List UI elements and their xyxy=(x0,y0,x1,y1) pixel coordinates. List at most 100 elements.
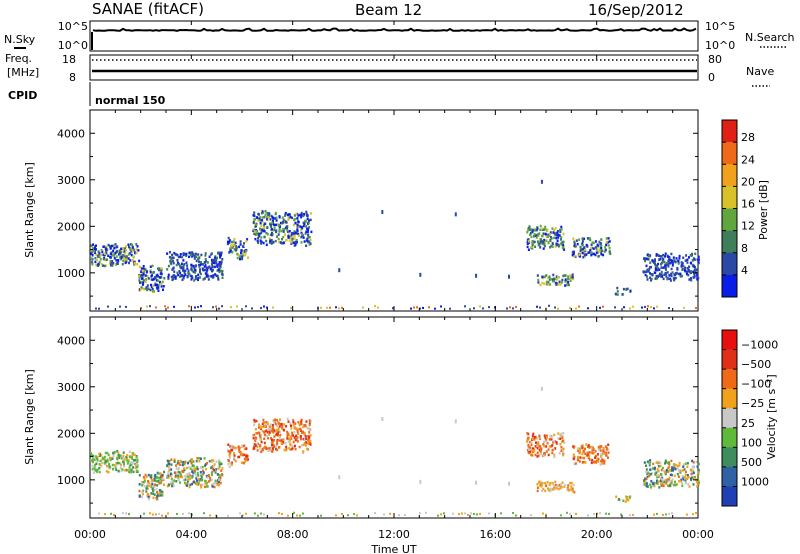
echo-cell xyxy=(583,251,586,254)
echo-cell xyxy=(257,219,260,222)
echo-cell xyxy=(668,274,671,277)
echo-cell xyxy=(167,275,170,279)
echo-cell xyxy=(111,259,114,263)
echo-cell xyxy=(552,483,555,487)
echo-cell xyxy=(142,279,145,282)
echo-cell xyxy=(602,253,605,257)
echo-cell xyxy=(290,234,293,238)
echo-cell xyxy=(176,271,179,275)
colorbar-swatch xyxy=(722,330,737,350)
ground-scatter-cell xyxy=(548,304,550,307)
colorbar-swatch xyxy=(722,369,737,389)
echo-cell xyxy=(259,216,262,219)
echo-cell xyxy=(198,256,201,259)
echo-cell xyxy=(161,494,164,497)
echo-cell xyxy=(696,465,699,468)
echo-cell xyxy=(646,482,648,485)
echo-cell xyxy=(172,261,175,265)
echo-cell xyxy=(562,243,565,247)
echo-cell xyxy=(174,475,177,479)
echo-cell xyxy=(100,262,103,266)
echo-cell xyxy=(102,257,105,261)
echo-cell xyxy=(122,256,125,260)
echo-cell xyxy=(600,246,603,250)
echo-cell xyxy=(141,274,144,277)
echo-cell xyxy=(557,233,560,236)
echo-cell xyxy=(191,251,194,254)
echo-cell xyxy=(561,278,564,282)
echo-cell xyxy=(533,235,535,238)
echo-cell xyxy=(184,273,187,276)
echo-cell xyxy=(308,436,311,439)
echo-cell xyxy=(667,255,670,259)
echo-cell xyxy=(274,418,277,421)
echo-cell xyxy=(130,253,133,257)
echo-cell xyxy=(647,270,650,273)
echo-cell xyxy=(673,278,676,282)
echo-cell xyxy=(281,425,284,428)
echo-cell xyxy=(558,280,561,283)
colorbar-tick-label: 1000 xyxy=(741,475,769,488)
echo-cell xyxy=(578,253,581,256)
echo-cell xyxy=(601,458,604,462)
echo-cell xyxy=(184,478,187,481)
echo-cell xyxy=(144,274,147,277)
echo-cell xyxy=(195,477,198,480)
echo-cell xyxy=(255,419,258,423)
x-tick-label: 00:00 xyxy=(682,528,714,541)
echo-cell xyxy=(189,477,192,481)
echo-cell xyxy=(267,428,270,431)
echo-cell xyxy=(565,283,568,287)
echo-cell xyxy=(282,235,285,239)
ground-scatter-cell xyxy=(254,512,256,515)
echo-cell xyxy=(531,228,534,232)
echo-cell xyxy=(188,460,191,463)
echo-cell xyxy=(183,468,186,472)
echo-cell xyxy=(582,456,585,460)
echo-cell xyxy=(539,246,542,249)
echo-cell xyxy=(592,247,595,250)
echo-cell xyxy=(147,277,150,280)
echo-cell xyxy=(131,457,134,460)
echo-cell xyxy=(685,254,688,257)
echo-cell xyxy=(580,445,583,448)
echo-cell xyxy=(549,434,552,438)
freq-tick-bottom: 8 xyxy=(69,71,76,84)
echo-cell xyxy=(309,434,312,437)
echo-cell xyxy=(106,458,109,462)
echo-cell xyxy=(255,437,258,440)
echo-cell xyxy=(201,469,204,473)
echo-cell xyxy=(167,476,170,479)
ground-scatter-cell xyxy=(191,513,193,516)
echo-cell xyxy=(531,437,534,441)
echo-cell xyxy=(297,232,300,236)
echo-cell xyxy=(119,454,122,457)
echo-cell xyxy=(97,262,100,266)
echo-cell xyxy=(150,492,153,495)
echo-cell xyxy=(276,428,279,432)
ground-scatter-cell xyxy=(599,306,601,309)
echo-cell xyxy=(695,460,698,464)
echo-cell xyxy=(532,447,534,450)
echo-cell xyxy=(598,446,601,450)
ground-scatter-cell xyxy=(587,514,589,517)
ground-scatter-cell xyxy=(110,512,112,515)
colorbar-tick-label: 25 xyxy=(741,417,755,430)
echo-cell xyxy=(677,469,680,472)
echo-cell xyxy=(107,254,110,257)
echo-cell xyxy=(589,248,592,252)
echo-cell xyxy=(546,481,549,484)
colorbar-swatch xyxy=(722,252,737,276)
colorbar-swatch xyxy=(722,408,737,429)
echo-cell xyxy=(245,453,248,457)
echo-cell xyxy=(211,265,214,269)
echo-cell xyxy=(549,487,552,491)
echo-cell xyxy=(98,470,101,474)
echo-cell xyxy=(572,237,575,240)
echo-cell xyxy=(191,470,194,473)
echo-cell xyxy=(131,243,133,246)
echo-cell xyxy=(161,477,164,481)
echo-cell xyxy=(688,265,691,268)
echo-cell xyxy=(288,439,291,442)
echo-cell xyxy=(547,448,550,451)
